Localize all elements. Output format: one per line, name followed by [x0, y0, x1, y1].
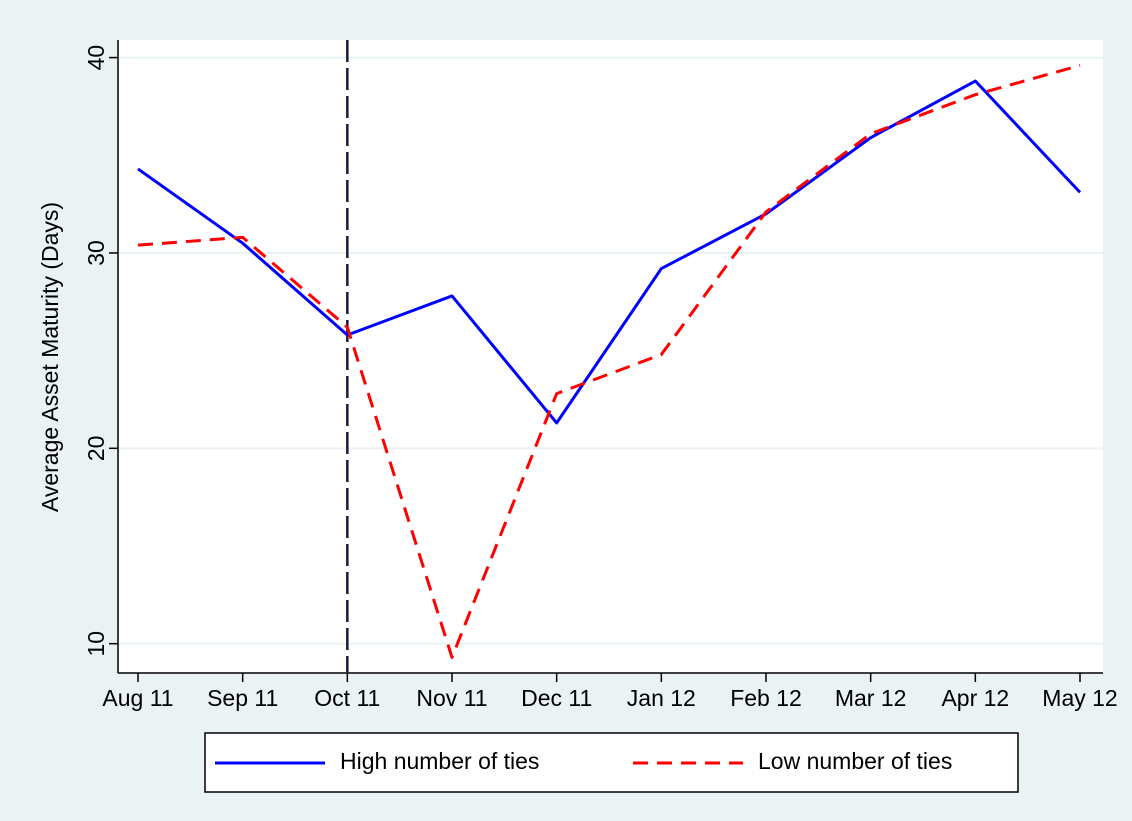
- x-tick-label: Nov 11: [416, 685, 487, 711]
- x-tick-label: Aug 11: [102, 685, 173, 711]
- y-tick-label: 40: [83, 45, 109, 71]
- x-tick-label: Apr 12: [941, 685, 1009, 711]
- x-tick-label: Jan 12: [627, 685, 696, 711]
- plot-area: [118, 40, 1103, 673]
- x-tick-label: May 12: [1042, 685, 1117, 711]
- y-tick-label: 10: [83, 631, 109, 657]
- legend: [204, 732, 1019, 793]
- legend-label: High number of ties: [340, 748, 539, 774]
- line-series: [137, 79, 1082, 425]
- y-tick-label: 30: [83, 240, 109, 266]
- x-tick-label: Feb 12: [730, 685, 802, 711]
- x-tick-label: Dec 11: [521, 685, 592, 711]
- x-tick-label: Sep 11: [207, 685, 278, 711]
- x-tick-label: Oct 11: [314, 685, 380, 711]
- y-tick-label: 20: [83, 436, 109, 462]
- x-tick-label: Mar 12: [835, 685, 907, 711]
- line-series: [137, 63, 1081, 659]
- y-axis-label: Average Asset Maturity (Days): [37, 202, 63, 512]
- legend-label: Low number of ties: [758, 748, 952, 774]
